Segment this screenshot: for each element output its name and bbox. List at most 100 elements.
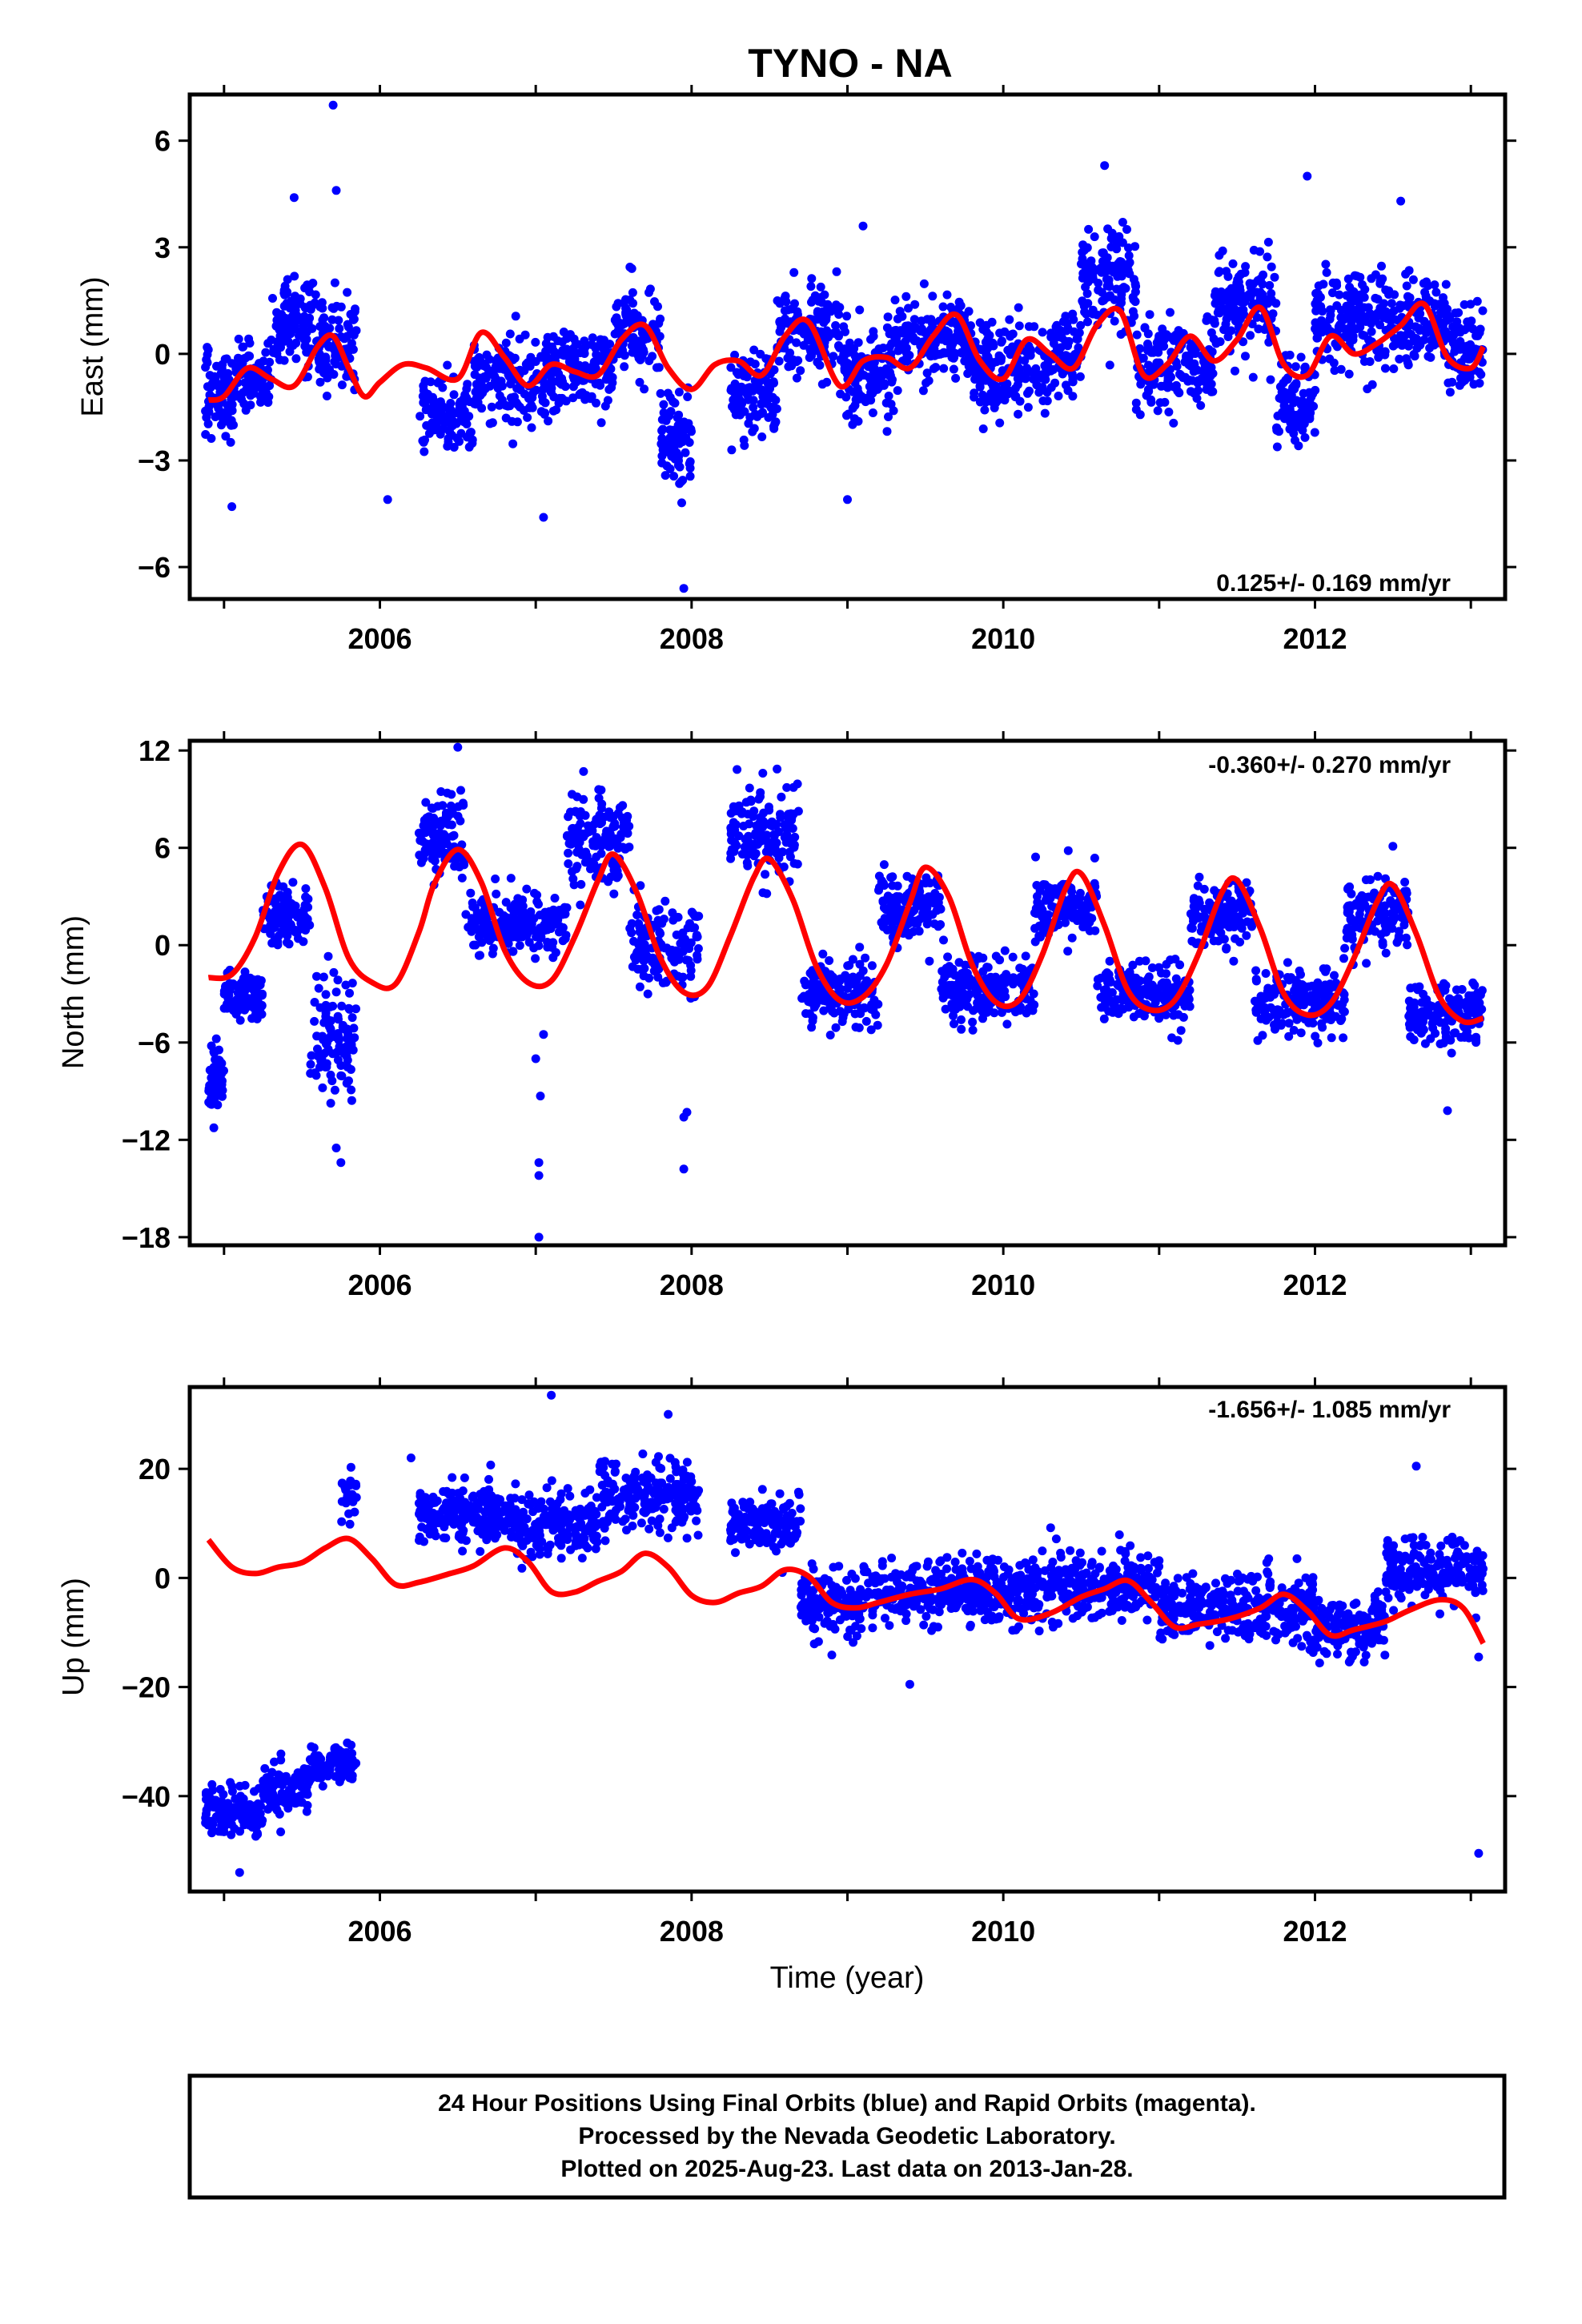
- data-point: [726, 854, 736, 863]
- data-point: [540, 398, 550, 408]
- data-point: [1008, 952, 1018, 962]
- data-point: [430, 831, 440, 841]
- data-point: [963, 975, 973, 984]
- data-point: [1387, 299, 1396, 308]
- data-point: [904, 326, 913, 336]
- data-point: [1075, 893, 1085, 903]
- data-point: [443, 441, 452, 451]
- data-point: [726, 823, 736, 833]
- data-point: [674, 955, 684, 964]
- data-point: [693, 912, 702, 921]
- data-point: [1125, 970, 1134, 979]
- data-point: [436, 408, 445, 417]
- data-point: [1084, 224, 1094, 234]
- data-point: [877, 371, 887, 380]
- data-point: [758, 888, 768, 898]
- data-point: [1331, 278, 1341, 287]
- data-point: [787, 815, 797, 825]
- data-point: [492, 889, 501, 899]
- data-point: [326, 1016, 335, 1026]
- data-point: [941, 334, 950, 344]
- data-point: [685, 919, 694, 928]
- data-point: [261, 348, 271, 357]
- data-point: [837, 355, 845, 364]
- data-point: [1192, 394, 1202, 403]
- data-point: [1299, 401, 1309, 411]
- data-point: [312, 1031, 322, 1041]
- data-point: [957, 1024, 966, 1034]
- data-point: [1367, 327, 1376, 336]
- data-point: [922, 368, 932, 378]
- data-point: [1381, 874, 1390, 883]
- data-point: [1153, 406, 1162, 416]
- data-point: [1475, 379, 1484, 388]
- data-point: [768, 410, 777, 420]
- data-point: [834, 310, 844, 320]
- data-point: [1358, 311, 1367, 320]
- data-point: [961, 342, 970, 352]
- data-point: [319, 972, 328, 982]
- data-point: [1047, 902, 1057, 911]
- data-point: [1342, 927, 1351, 936]
- data-point: [1123, 266, 1133, 275]
- data-point: [861, 953, 870, 963]
- data-point: [330, 278, 339, 287]
- data-point: [772, 819, 781, 829]
- data-point: [1194, 386, 1203, 396]
- data-point: [1338, 999, 1347, 1009]
- data-point: [978, 424, 988, 433]
- data-point: [424, 825, 434, 834]
- data-point: [825, 995, 835, 1005]
- data-point: [633, 939, 643, 949]
- data-point: [247, 1001, 257, 1011]
- data-point: [1061, 351, 1070, 360]
- data-point: [754, 794, 764, 804]
- data-point: [884, 392, 893, 400]
- data-point: [1289, 428, 1299, 438]
- data-point: [1156, 335, 1165, 344]
- data-point: [1373, 916, 1383, 926]
- data-point: [656, 388, 665, 398]
- data-point: [256, 380, 266, 389]
- data-point: [1321, 320, 1331, 330]
- y-tick-label: 3: [155, 231, 171, 264]
- data-point: [644, 973, 654, 983]
- data-point: [605, 813, 615, 822]
- data-point: [1222, 915, 1231, 925]
- data-point: [1083, 317, 1092, 327]
- data-point: [1445, 388, 1455, 397]
- data-point: [1296, 423, 1306, 432]
- data-point: [453, 811, 463, 821]
- data-point: [1143, 384, 1153, 394]
- data-point: [1185, 1002, 1195, 1011]
- data-point: [596, 418, 606, 428]
- data-point: [1026, 367, 1036, 376]
- data-point: [636, 881, 645, 891]
- data-point: [894, 910, 904, 919]
- data-point: [1114, 981, 1123, 991]
- data-point: [993, 396, 1002, 405]
- data-point: [989, 341, 998, 351]
- data-point: [1158, 324, 1167, 334]
- data-point: [843, 495, 852, 505]
- data-point: [1155, 398, 1165, 408]
- data-point: [769, 424, 779, 433]
- data-point: [1002, 973, 1011, 983]
- data-point: [531, 954, 540, 963]
- data-point: [817, 380, 827, 389]
- data-point: [623, 811, 632, 821]
- data-point: [618, 345, 627, 355]
- data-point: [568, 393, 578, 403]
- data-point: [873, 1020, 882, 1030]
- data-point: [1272, 425, 1282, 435]
- data-point: [1105, 988, 1114, 998]
- data-point: [1408, 275, 1418, 284]
- data-point: [488, 418, 497, 428]
- data-point: [245, 352, 255, 361]
- data-point: [831, 1023, 841, 1032]
- data-point: [492, 375, 501, 384]
- data-point: [596, 803, 606, 813]
- data-point: [1078, 915, 1088, 923]
- data-point: [893, 386, 902, 396]
- data-point: [1215, 267, 1224, 276]
